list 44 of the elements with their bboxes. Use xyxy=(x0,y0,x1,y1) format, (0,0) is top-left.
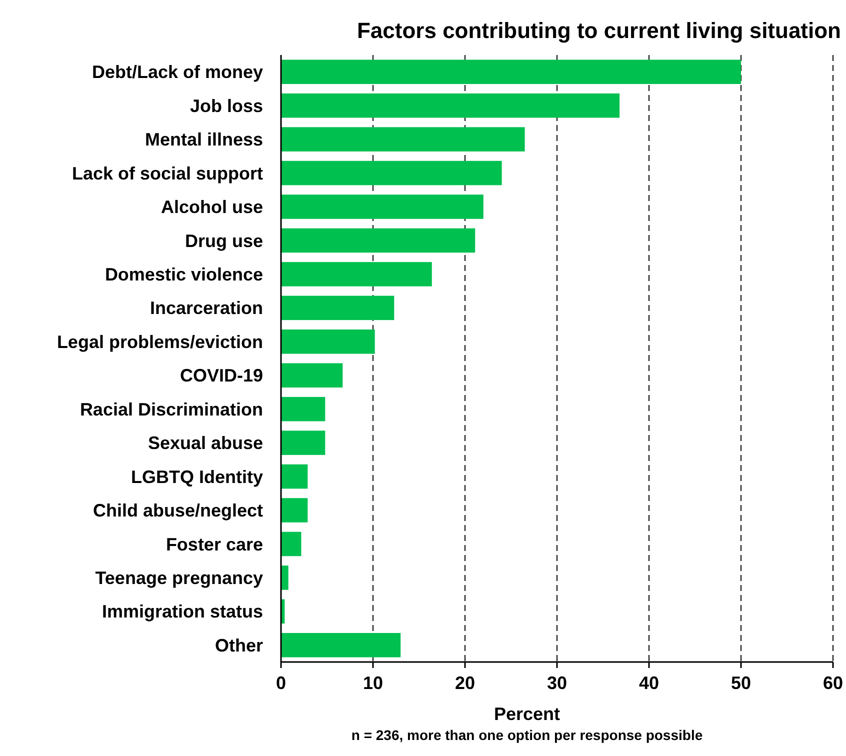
y-tick-label: Debt/Lack of money xyxy=(92,62,263,82)
y-tick-label: Child abuse/neglect xyxy=(92,500,263,521)
y-tick-label: Alcohol use xyxy=(160,197,263,218)
bar xyxy=(281,363,343,388)
y-tick-label: Domestic violence xyxy=(104,264,263,284)
x-tick-label: 0 xyxy=(276,673,286,693)
text: n = 236, more than one option per response possible xyxy=(351,727,703,743)
y-tick-label: Immigration status xyxy=(102,602,263,622)
bar xyxy=(281,194,484,219)
bar xyxy=(281,396,326,422)
y-tick-label: COVID-19 xyxy=(180,366,263,386)
y-tick-label: Job loss xyxy=(190,96,263,116)
y-tick-label: Drug use xyxy=(184,230,263,251)
bar xyxy=(281,464,308,489)
bar xyxy=(281,498,308,522)
x-axis-title: Percent xyxy=(494,704,560,724)
bar xyxy=(281,60,741,84)
x-tick-label: 10 xyxy=(362,673,384,693)
bar xyxy=(281,262,432,286)
y-tick-label: Sexual abuse xyxy=(148,433,263,454)
bar xyxy=(281,330,375,354)
x-tick-label: 40 xyxy=(638,673,660,693)
bar xyxy=(281,127,525,152)
x-tick-label: 20 xyxy=(454,673,476,693)
y-tick-label: Legal problems/eviction xyxy=(56,332,263,352)
y-tick-label: Other xyxy=(214,635,263,656)
bar xyxy=(281,532,302,556)
y-tick-label: Lack of social support xyxy=(72,163,263,184)
bar xyxy=(281,228,476,253)
bar xyxy=(281,160,502,186)
x-tick-label: 60 xyxy=(822,673,844,693)
y-tick-label: Incarceration xyxy=(150,298,263,318)
y-tick-label: Foster care xyxy=(166,534,263,554)
y-tick-label: LGBTQ Identity xyxy=(131,466,263,487)
bar xyxy=(281,296,394,320)
bar xyxy=(281,93,620,118)
y-tick-label: Mental illness xyxy=(144,130,263,150)
bar xyxy=(281,633,401,658)
x-tick-label: 50 xyxy=(730,673,752,693)
y-tick-label: Teenage pregnancy xyxy=(95,568,263,588)
y-tick-label: Racial Discrimination xyxy=(80,399,263,420)
chart-title: Factors contributing to current living situation xyxy=(356,18,841,43)
bar xyxy=(281,430,326,455)
x-tick-label: 30 xyxy=(546,673,568,693)
